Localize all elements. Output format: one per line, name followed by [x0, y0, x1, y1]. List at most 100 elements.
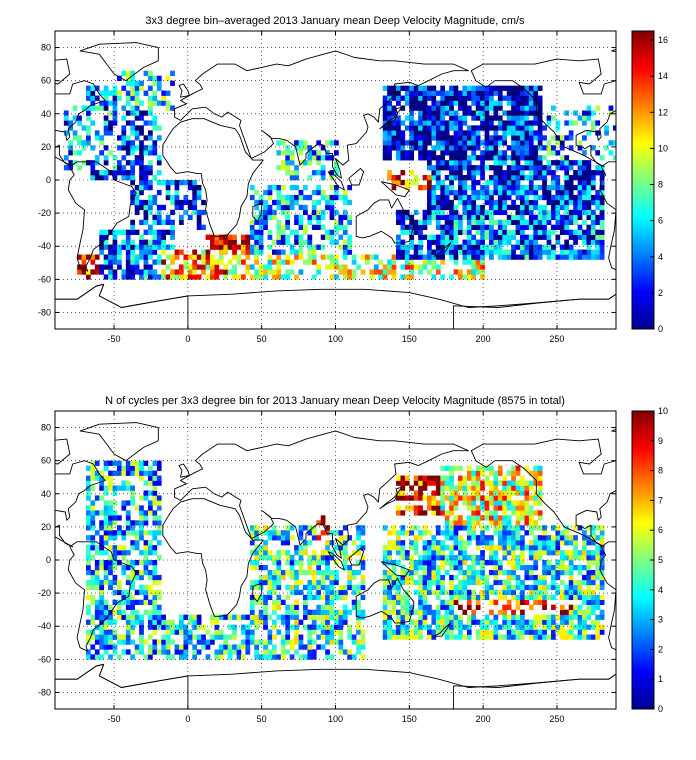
heatmap-cell	[86, 649, 91, 655]
heatmap-cell	[427, 569, 432, 576]
heatmap-cell	[351, 550, 357, 556]
heatmap-cell	[267, 264, 273, 270]
heatmap-cell	[466, 234, 472, 240]
heatmap-cell	[356, 535, 361, 541]
heatmap-cell	[493, 560, 499, 566]
heatmap-cell	[382, 545, 388, 551]
heatmap-cell	[272, 555, 277, 561]
heatmap-cell	[506, 550, 512, 556]
heatmap-cell	[493, 239, 499, 245]
heatmap-cell	[515, 525, 521, 531]
heatmap-cell	[285, 209, 291, 216]
heatmap-cell	[298, 560, 304, 566]
heatmap-cell	[595, 574, 601, 581]
heatmap-cell	[427, 604, 432, 610]
heatmap-cell	[431, 100, 437, 106]
heatmap-cell	[475, 485, 481, 491]
heatmap-cell	[183, 639, 189, 645]
heatmap-cell	[112, 530, 118, 536]
heatmap-cell	[542, 194, 547, 201]
heatmap-cell	[475, 244, 481, 250]
heatmap-cell	[400, 95, 406, 101]
heatmap-cell	[568, 629, 574, 635]
heatmap-cell	[559, 634, 565, 640]
heatmap-cell	[249, 560, 255, 566]
heatmap-cell	[528, 199, 534, 206]
heatmap-cell	[139, 199, 144, 206]
heatmap-cell	[533, 589, 539, 596]
heatmap-cell	[427, 175, 432, 181]
heatmap-cell	[342, 535, 348, 541]
coastline	[327, 171, 345, 191]
heatmap-cell	[143, 510, 149, 516]
heatmap-cell	[506, 115, 512, 121]
heatmap-cell	[294, 214, 299, 221]
heatmap-cell	[511, 614, 516, 620]
heatmap-cell	[130, 465, 136, 471]
heatmap-cell	[533, 599, 539, 605]
heatmap-cell	[502, 120, 508, 126]
heatmap-cell	[466, 140, 472, 146]
heatmap-cell	[263, 619, 268, 625]
heatmap-cell	[582, 254, 587, 260]
heatmap-cell	[174, 204, 180, 211]
heatmap-cell	[81, 269, 87, 275]
heatmap-cell	[90, 569, 96, 576]
heatmap-cell	[121, 239, 127, 245]
heatmap-cell	[161, 90, 167, 96]
heatmap-cell	[480, 140, 485, 146]
heatmap-cell	[316, 560, 322, 566]
heatmap-cell	[506, 204, 512, 211]
heatmap-cell	[533, 254, 539, 260]
heatmap-cell	[537, 594, 543, 601]
heatmap-cell	[475, 629, 481, 635]
heatmap-cell	[413, 564, 419, 571]
heatmap-cell	[329, 199, 335, 206]
heatmap-cell	[103, 460, 109, 466]
heatmap-cell	[117, 160, 122, 166]
heatmap-cell	[458, 140, 463, 146]
heatmap-cell	[520, 609, 525, 615]
heatmap-cell	[90, 634, 96, 640]
heatmap-cell	[347, 184, 353, 191]
heatmap-cell	[475, 520, 481, 526]
heatmap-cell	[170, 639, 175, 645]
heatmap-cell	[590, 604, 596, 610]
heatmap-cell	[272, 269, 277, 275]
heatmap-cell	[165, 180, 171, 186]
heatmap-cell	[418, 90, 423, 96]
heatmap-cell	[480, 530, 485, 536]
heatmap-cell	[320, 254, 326, 260]
heatmap-cell	[351, 569, 357, 576]
heatmap-cell	[502, 485, 508, 491]
heatmap-cell	[506, 165, 512, 171]
heatmap-cell	[524, 545, 530, 551]
heatmap-cell	[427, 85, 432, 91]
heatmap-cell	[497, 609, 503, 615]
heatmap-cell	[542, 180, 547, 186]
heatmap-cell	[462, 85, 468, 91]
heatmap-cell	[396, 535, 401, 541]
heatmap-cell	[546, 619, 552, 625]
heatmap-cell	[298, 150, 304, 156]
heatmap-cell	[311, 525, 317, 531]
heatmap-cell	[156, 505, 162, 511]
heatmap-cell	[338, 619, 344, 625]
heatmap-cell	[347, 199, 353, 206]
heatmap-cell	[351, 254, 357, 260]
heatmap-cell	[303, 140, 308, 146]
heatmap-cell	[582, 194, 587, 201]
heatmap-cell	[289, 259, 295, 265]
heatmap-cell	[311, 150, 317, 156]
heatmap-cell	[285, 629, 291, 635]
heatmap-cell	[466, 525, 472, 531]
heatmap-cell	[484, 589, 490, 596]
heatmap-cell	[280, 540, 286, 546]
heatmap-cell	[130, 165, 136, 171]
heatmap-cell	[537, 194, 543, 201]
heatmap-cell	[493, 125, 499, 131]
heatmap-cell	[511, 85, 516, 91]
heatmap-cell	[582, 629, 587, 635]
heatmap-cell	[413, 254, 419, 260]
heatmap-cell	[156, 274, 162, 280]
